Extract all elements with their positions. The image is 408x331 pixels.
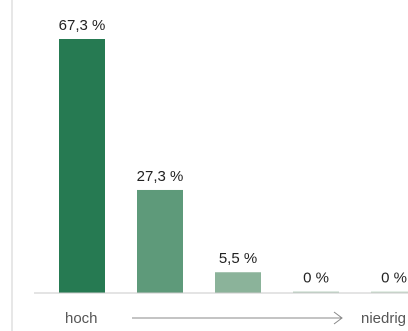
value-label-4: 0 % <box>303 270 329 287</box>
bar-1 <box>59 39 105 293</box>
value-label-2: 27,3 % <box>137 168 184 185</box>
axis-arrow-head <box>333 311 343 325</box>
value-label-1: 67,3 % <box>59 17 106 34</box>
value-label-3: 5,5 % <box>219 250 257 267</box>
axis-start-label: hoch <box>65 310 98 327</box>
bar-5 <box>371 291 408 293</box>
axis-end-label: niedrig <box>361 310 406 327</box>
value-label-5: 0 % <box>381 270 407 287</box>
bar-2 <box>137 189 183 293</box>
bar-3 <box>215 272 261 293</box>
bar-4 <box>293 291 339 293</box>
